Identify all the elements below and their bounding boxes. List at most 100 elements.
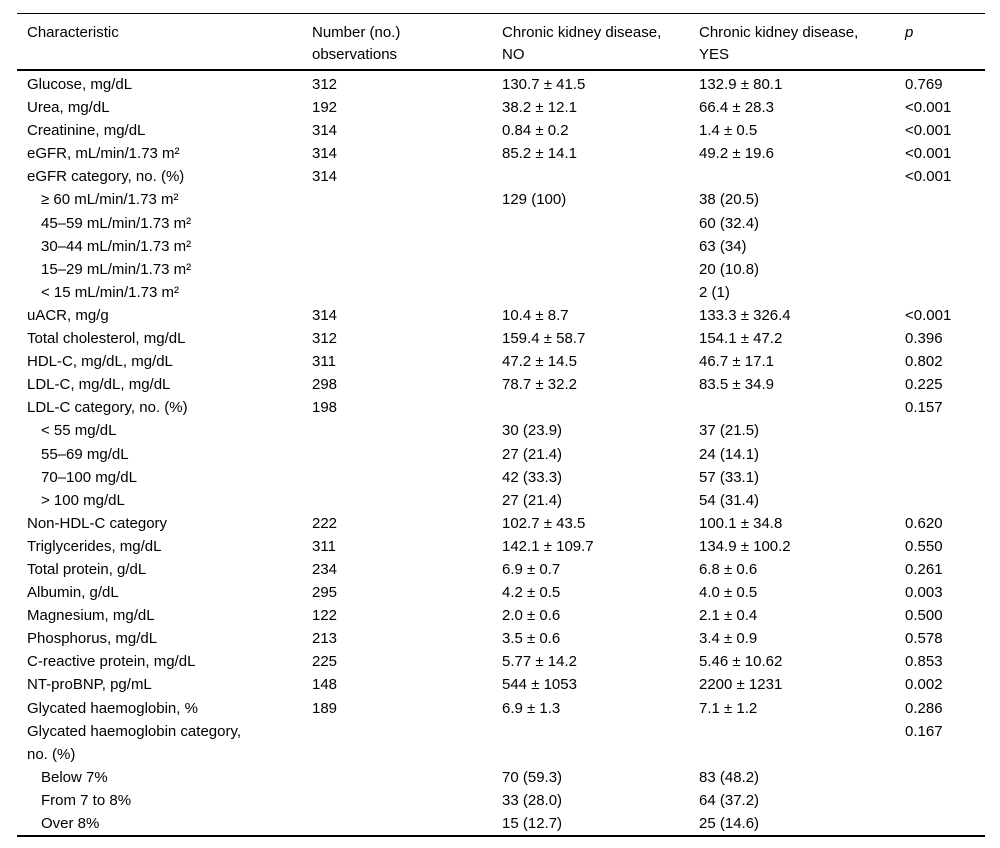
- cell-n: 311: [312, 353, 336, 371]
- column-header-n-observations: Number (no.) observations: [302, 13, 492, 71]
- cell-p: 0.802: [905, 353, 943, 371]
- characteristics-table: Characteristic Number (no.) observations C…: [17, 13, 985, 838]
- cell-no: 5.77 ± 14.2: [502, 653, 577, 671]
- row-label: Creatinine, mg/dL: [27, 122, 146, 140]
- row-label: Triglycerides, mg/dL: [27, 537, 162, 555]
- table-row: Triglycerides, mg/dL 311 142.1 ± 109.7 134.…: [17, 535, 985, 558]
- cell-n: [302, 212, 492, 235]
- column-header-characteristic: Characteristic: [17, 13, 302, 71]
- cell-no: 27 (21.4): [502, 445, 563, 463]
- cell-n: [302, 766, 492, 789]
- cell-no: [492, 235, 689, 258]
- cell-n: 148: [312, 676, 338, 694]
- cell-no: 4.2 ± 0.5: [502, 584, 561, 602]
- cell-no: [492, 281, 689, 304]
- table-row: eGFR, mL/min/1.73 m² 314 85.2 ± 14.1 49.2 ±…: [17, 142, 985, 165]
- cell-n: [302, 443, 492, 466]
- cell-n: 225: [312, 653, 338, 671]
- cell-no: 47.2 ± 14.5: [502, 353, 577, 371]
- row-label: 45–59 mL/min/1.73 m²: [41, 214, 192, 232]
- table-row: < 55 mg/dL 30 (23.9) 37 (21.5): [17, 419, 985, 442]
- row-label: Phosphorus, mg/dL: [27, 630, 158, 648]
- cell-p: [895, 188, 985, 211]
- cell-yes: 20 (10.8): [699, 260, 760, 278]
- row-label: 15–29 mL/min/1.73 m²: [41, 260, 192, 278]
- row-label: NT-proBNP, pg/mL: [27, 676, 152, 694]
- cell-yes: 154.1 ± 47.2: [699, 330, 783, 348]
- cell-n: 312: [312, 76, 338, 93]
- cell-yes: 37 (21.5): [699, 422, 760, 440]
- table-row: NT-proBNP, pg/mL 148 544 ± 1053 2200 ± 1231…: [17, 673, 985, 696]
- cell-p: 0.853: [905, 653, 943, 671]
- row-label: HDL-C, mg/dL, mg/dL: [27, 353, 173, 371]
- row-label: < 15 mL/min/1.73 m²: [41, 283, 179, 301]
- cell-p: 0.002: [905, 676, 943, 694]
- table-row: Total protein, g/dL 234 6.9 ± 0.7 6.8 ± 0.6…: [17, 558, 985, 581]
- cell-yes: 24 (14.1): [699, 445, 760, 463]
- cell-p: [895, 258, 985, 281]
- cell-no: 2.0 ± 0.6: [502, 607, 561, 625]
- cell-p: 0.167: [905, 722, 943, 740]
- cell-yes: 57 (33.1): [699, 468, 760, 486]
- cell-p: 0.157: [905, 399, 943, 417]
- cell-p: 0.620: [905, 514, 943, 532]
- column-header-ckd-yes: Chronic kidney disease, YES: [689, 13, 895, 71]
- row-label: Total cholesterol, mg/dL: [27, 330, 186, 348]
- cell-no: 85.2 ± 14.1: [502, 145, 577, 163]
- row-label: uACR, mg/g: [27, 306, 109, 324]
- cell-n: 213: [312, 630, 338, 648]
- cell-yes: 2.1 ± 0.4: [699, 607, 758, 625]
- cell-p: <0.001: [905, 122, 952, 140]
- cell-n: [302, 466, 492, 489]
- cell-yes: [689, 720, 895, 766]
- cell-n: 198: [312, 399, 338, 417]
- cell-p: [895, 766, 985, 789]
- row-label: C-reactive protein, mg/dL: [27, 653, 196, 671]
- cell-no: [492, 165, 689, 188]
- cell-n: [302, 188, 492, 211]
- cell-n: [302, 489, 492, 512]
- table-row: Magnesium, mg/dL 122 2.0 ± 0.6 2.1 ± 0.4 0.5…: [17, 604, 985, 627]
- cell-yes: 60 (32.4): [699, 214, 760, 232]
- cell-no: 15 (12.7): [502, 815, 563, 832]
- row-label: Non-HDL-C category: [27, 514, 168, 532]
- column-header-p-value: p: [895, 13, 985, 71]
- cell-yes: 4.0 ± 0.5: [699, 584, 758, 602]
- row-label: 55–69 mg/dL: [41, 445, 129, 463]
- cell-p: [895, 443, 985, 466]
- table-row: ≥ 60 mL/min/1.73 m² 129 (100) 38 (20.5): [17, 188, 985, 211]
- cell-p: [895, 235, 985, 258]
- cell-yes: 133.3 ± 326.4: [699, 306, 791, 324]
- table-row: uACR, mg/g 314 10.4 ± 8.7 133.3 ± 326.4 <0.0…: [17, 304, 985, 327]
- cell-no: 142.1 ± 109.7: [502, 537, 594, 555]
- cell-p: <0.001: [905, 145, 952, 163]
- cell-yes: 64 (37.2): [699, 791, 760, 809]
- row-label: < 55 mg/dL: [41, 422, 117, 440]
- cell-no: 33 (28.0): [502, 791, 563, 809]
- table-row: Over 8% 15 (12.7) 25 (14.6): [17, 812, 985, 836]
- cell-p: 0.500: [905, 607, 943, 625]
- cell-p: [895, 466, 985, 489]
- cell-n: 314: [312, 306, 338, 324]
- cell-p: 0.225: [905, 376, 943, 394]
- cell-n: 189: [312, 699, 338, 717]
- table-row: > 100 mg/dL 27 (21.4) 54 (31.4): [17, 489, 985, 512]
- row-label: Glycated haemoglobin category, no. (%): [27, 722, 242, 763]
- cell-no: 78.7 ± 32.2: [502, 376, 577, 394]
- cell-no: [492, 212, 689, 235]
- cell-p: 0.261: [905, 560, 943, 578]
- row-label: LDL-C, mg/dL, mg/dL: [27, 376, 171, 394]
- table-row: Glucose, mg/dL 312 130.7 ± 41.5 132.9 ± 80.…: [17, 70, 985, 96]
- table-header-row: Characteristic Number (no.) observations C…: [17, 13, 985, 71]
- table-body: Glucose, mg/dL 312 130.7 ± 41.5 132.9 ± 80.…: [17, 70, 985, 836]
- cell-p: 0.286: [905, 699, 943, 717]
- row-label: Urea, mg/dL: [27, 99, 110, 117]
- cell-p: 0.396: [905, 330, 943, 348]
- table-row: Non-HDL-C category 222 102.7 ± 43.5 100.1 ±…: [17, 512, 985, 535]
- cell-yes: 132.9 ± 80.1: [699, 76, 783, 93]
- cell-no: 70 (59.3): [502, 768, 563, 786]
- cell-yes: 63 (34): [699, 237, 747, 255]
- row-label: LDL-C category, no. (%): [27, 399, 188, 417]
- cell-n: [302, 789, 492, 812]
